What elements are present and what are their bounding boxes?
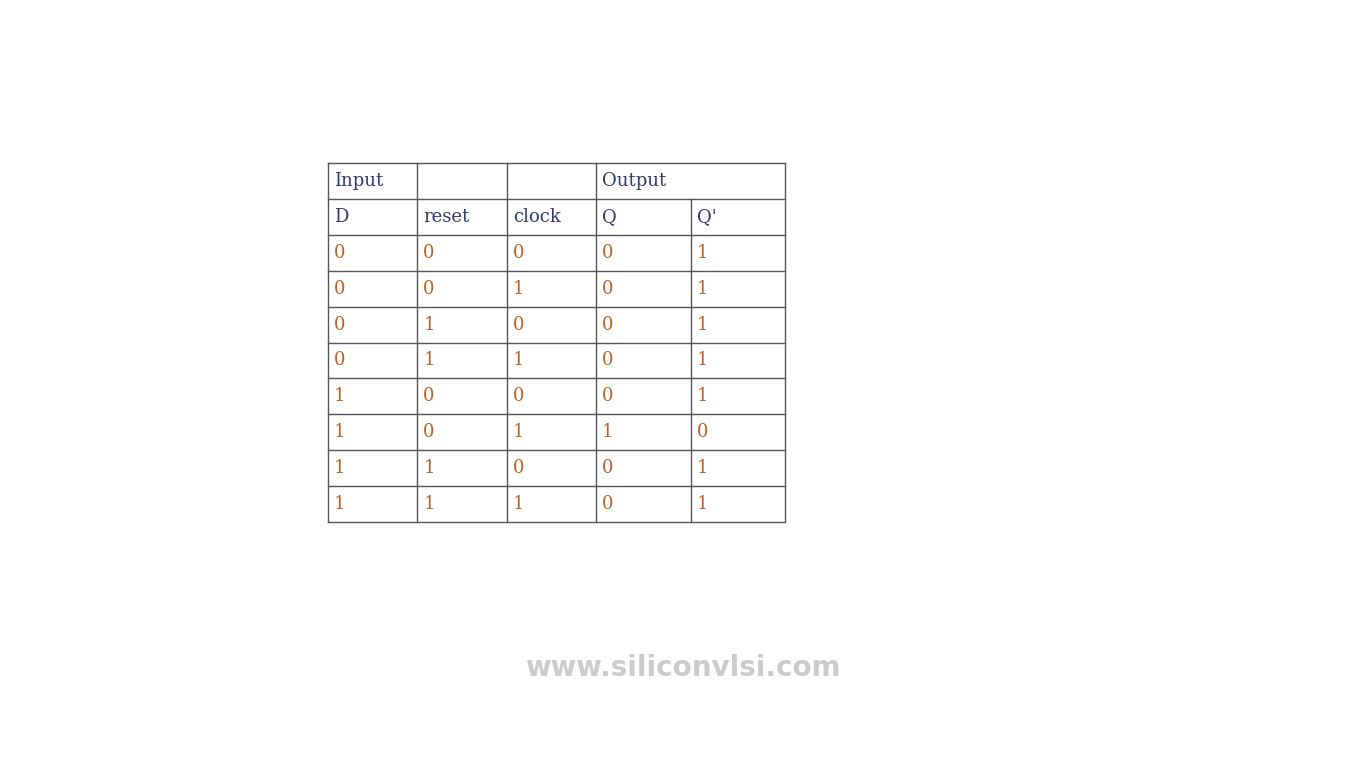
Text: 0: 0 [335, 352, 346, 369]
Text: 1: 1 [423, 459, 434, 477]
Text: 0: 0 [602, 495, 613, 513]
Text: 1: 1 [423, 352, 434, 369]
Text: 0: 0 [602, 387, 613, 406]
Text: 1: 1 [512, 352, 525, 369]
Text: 1: 1 [335, 423, 346, 442]
Text: Q': Q' [697, 208, 716, 226]
Text: 1: 1 [697, 280, 708, 298]
Text: Q: Q [602, 208, 617, 226]
Text: www.siliconvlsi.com: www.siliconvlsi.com [526, 654, 840, 682]
Text: 0: 0 [512, 243, 525, 262]
Text: Input: Input [335, 172, 384, 190]
Text: 0: 0 [602, 459, 613, 477]
Text: 0: 0 [602, 316, 613, 333]
Text: 1: 1 [602, 423, 613, 442]
Text: 1: 1 [335, 495, 346, 513]
Text: 0: 0 [335, 280, 346, 298]
Text: 1: 1 [423, 495, 434, 513]
Text: 1: 1 [335, 459, 346, 477]
Text: 0: 0 [423, 423, 434, 442]
Text: D: D [335, 208, 348, 226]
Text: 1: 1 [697, 316, 708, 333]
Text: 0: 0 [512, 387, 525, 406]
Text: Output: Output [602, 172, 667, 190]
Text: 0: 0 [335, 243, 346, 262]
Text: 0: 0 [423, 243, 434, 262]
Text: 1: 1 [697, 387, 708, 406]
Text: 1: 1 [512, 423, 525, 442]
Text: 0: 0 [602, 352, 613, 369]
Text: 1: 1 [423, 316, 434, 333]
Text: 0: 0 [512, 316, 525, 333]
Text: 1: 1 [512, 495, 525, 513]
Text: 1: 1 [697, 352, 708, 369]
Text: 0: 0 [602, 280, 613, 298]
Text: 0: 0 [335, 316, 346, 333]
Text: 0: 0 [602, 243, 613, 262]
Text: 1: 1 [697, 243, 708, 262]
Text: 0: 0 [423, 280, 434, 298]
Text: 1: 1 [335, 387, 346, 406]
Text: reset: reset [423, 208, 470, 226]
Text: 0: 0 [512, 459, 525, 477]
Text: clock: clock [512, 208, 560, 226]
Text: 0: 0 [697, 423, 708, 442]
Text: 0: 0 [423, 387, 434, 406]
Text: 1: 1 [697, 459, 708, 477]
Text: 1: 1 [697, 495, 708, 513]
Text: 1: 1 [512, 280, 525, 298]
